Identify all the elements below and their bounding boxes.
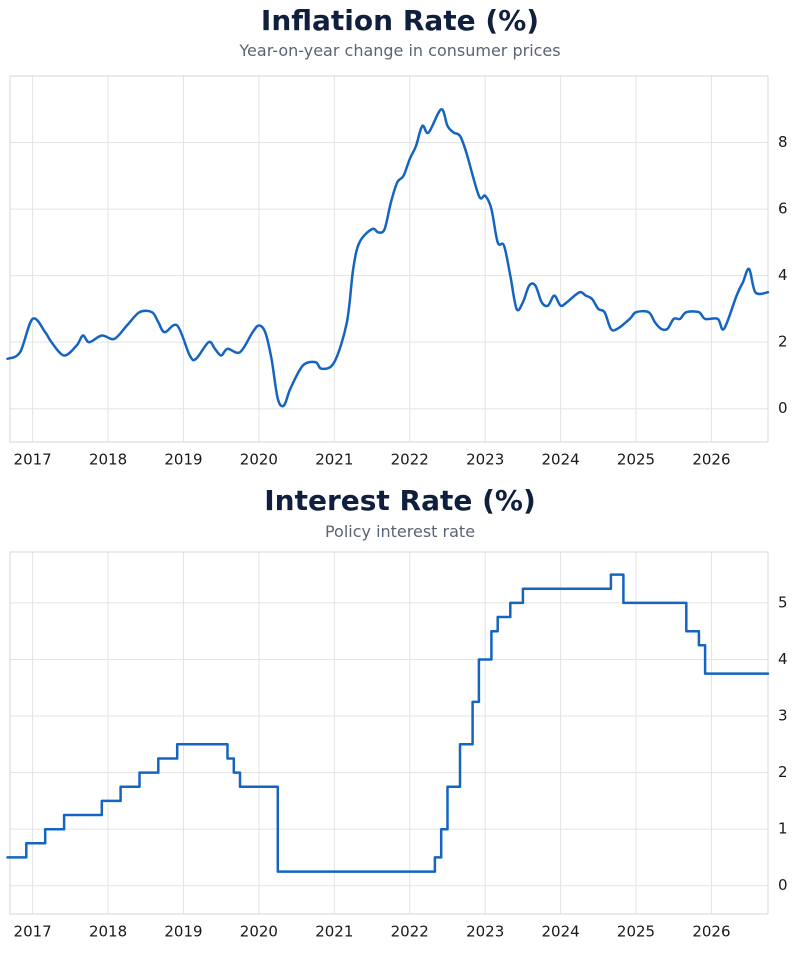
- y-tick-label: 8: [778, 133, 788, 151]
- x-tick-label: 2026: [692, 923, 730, 941]
- y-tick-label: 4: [778, 650, 788, 668]
- x-tick-label: 2020: [240, 923, 278, 941]
- inflation-chart-panel: Inflation Rate (%) Year-on-year change i…: [6, 4, 788, 469]
- x-tick-label: 2023: [466, 451, 504, 469]
- x-tick-label: 2022: [391, 451, 429, 469]
- series-line: [6, 108, 770, 408]
- interest-chart: 2017 2018 2019 2020 2021 2022 2023 2024 2025 2026…: [6, 551, 788, 941]
- x-tick-label: 2025: [617, 923, 655, 941]
- y-tick-label: 2: [778, 763, 788, 781]
- y-tick-label: 0: [778, 876, 788, 894]
- chart-title: Inflation Rate (%): [260, 4, 540, 37]
- y-tick-label: 0: [778, 399, 788, 417]
- x-tick-label: 2018: [89, 923, 127, 941]
- plot-frame: [9, 551, 769, 915]
- y-tick-label: 4: [778, 266, 788, 284]
- series-line: [6, 573, 770, 873]
- plot-frame: [9, 75, 769, 443]
- chart-subtitle: Policy interest rate: [324, 522, 476, 541]
- x-tick-label: 2022: [391, 923, 429, 941]
- x-tick-label: 2019: [164, 923, 202, 941]
- x-tick-label: 2017: [14, 451, 52, 469]
- x-tick-label: 2026: [692, 451, 730, 469]
- interest-chart-panel: Interest Rate (%) Policy interest rate 2…: [0, 478, 800, 956]
- x-tick-label: 2024: [541, 923, 579, 941]
- y-tick-label: 1: [778, 820, 788, 838]
- x-tick-label: 2019: [164, 451, 202, 469]
- x-tick-label: 2017: [14, 923, 52, 941]
- x-tick-label: 2018: [89, 451, 127, 469]
- x-tick-label: 2020: [240, 451, 278, 469]
- x-tick-label: 2025: [617, 451, 655, 469]
- y-tick-label: 5: [778, 593, 788, 611]
- inflation-chart: 2017 2018 2019 2020 2021 2022 2023 2024 2025 2026…: [6, 75, 788, 469]
- x-tick-label: 2021: [315, 451, 353, 469]
- y-tick-label: 2: [778, 333, 788, 351]
- x-tick-label: 2024: [541, 451, 579, 469]
- y-tick-label: 6: [778, 200, 788, 218]
- chart-subtitle: Year-on-year change in consumer prices: [239, 41, 561, 60]
- x-tick-label: 2023: [466, 923, 504, 941]
- y-tick-label: 3: [778, 707, 788, 725]
- x-tick-label: 2021: [315, 923, 353, 941]
- chart-title: Interest Rate (%): [264, 484, 536, 517]
